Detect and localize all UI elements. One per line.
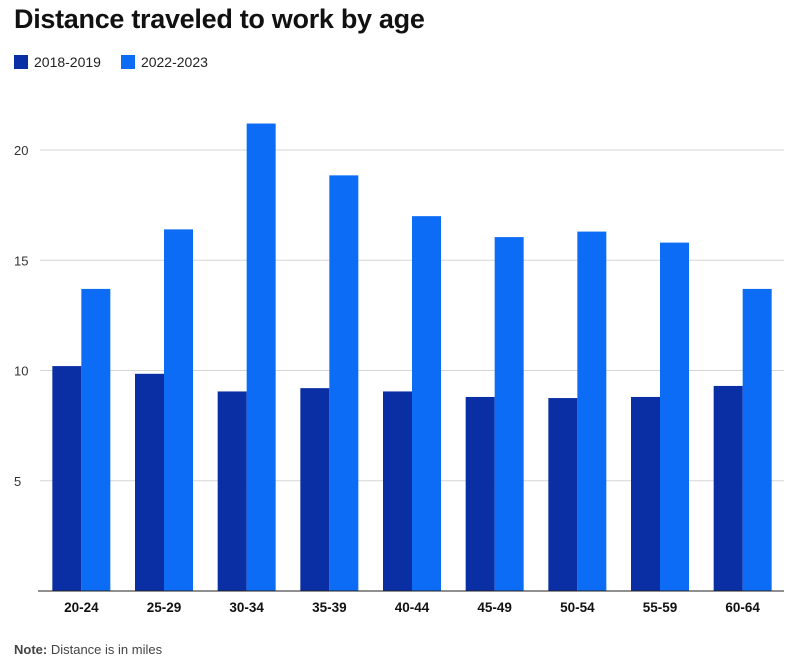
x-tick-label-20-24: 20-24: [64, 600, 99, 615]
y-tick-label-20: 20: [14, 143, 28, 158]
bar-series-1-35-39: [300, 388, 330, 591]
x-tick-label-40-44: 40-44: [395, 600, 430, 615]
bar-series-1-55-59: [631, 396, 660, 591]
x-tick-label-55-59: 55-59: [643, 600, 678, 615]
legend-label-series-1: 2018-2019: [34, 54, 101, 70]
x-tick-label-60-64: 60-64: [725, 600, 760, 615]
x-tick-label-45-49: 45-49: [477, 600, 512, 615]
bar-series-1-45-49: [465, 396, 495, 591]
legend-label-series-2: 2022-2023: [140, 54, 208, 70]
bar-series-2-45-49: [494, 237, 524, 591]
bar-series-2-20-24: [81, 288, 111, 591]
chart-title: Distance traveled to work by age: [14, 4, 425, 34]
x-tick-label-50-54: 50-54: [560, 600, 595, 615]
y-tick-label-5: 5: [14, 474, 21, 489]
bar-series-2-50-54: [577, 231, 607, 591]
x-tick-label-30-34: 30-34: [229, 600, 264, 615]
bar-series-1-20-24: [52, 366, 82, 591]
bar-series-1-50-54: [548, 398, 578, 591]
legend-swatch-series-2: [120, 55, 135, 69]
bar-series-2-25-29: [164, 229, 193, 591]
legend-item-series-1: 2018-2019: [14, 54, 101, 70]
x-tick-label-25-29: 25-29: [147, 600, 182, 615]
bar-series-2-40-44: [412, 216, 441, 591]
note-label: Note:: [14, 642, 48, 657]
bar-series-1-40-44: [383, 391, 412, 591]
bar-series-2-35-39: [329, 175, 359, 592]
bar-series-2-30-34: [246, 123, 276, 591]
y-tick-label-10: 10: [14, 364, 28, 379]
bar-series-2-55-59: [660, 242, 689, 592]
legend-item-series-2: 2022-2023: [120, 54, 208, 70]
bar-series-1-60-64: [713, 385, 743, 591]
legend-swatch-series-1: [14, 55, 28, 69]
bar-series-1-25-29: [135, 373, 164, 591]
bar-series-1-30-34: [217, 391, 247, 591]
x-tick-label-35-39: 35-39: [312, 600, 347, 615]
bar-series-2-60-64: [742, 288, 772, 591]
note-text: Distance is in miles: [47, 642, 163, 657]
footnote: Note: Distance is in miles: [14, 642, 162, 657]
legend: 2018-2019 2022-2023: [14, 54, 208, 70]
y-tick-label-15: 15: [14, 253, 28, 268]
